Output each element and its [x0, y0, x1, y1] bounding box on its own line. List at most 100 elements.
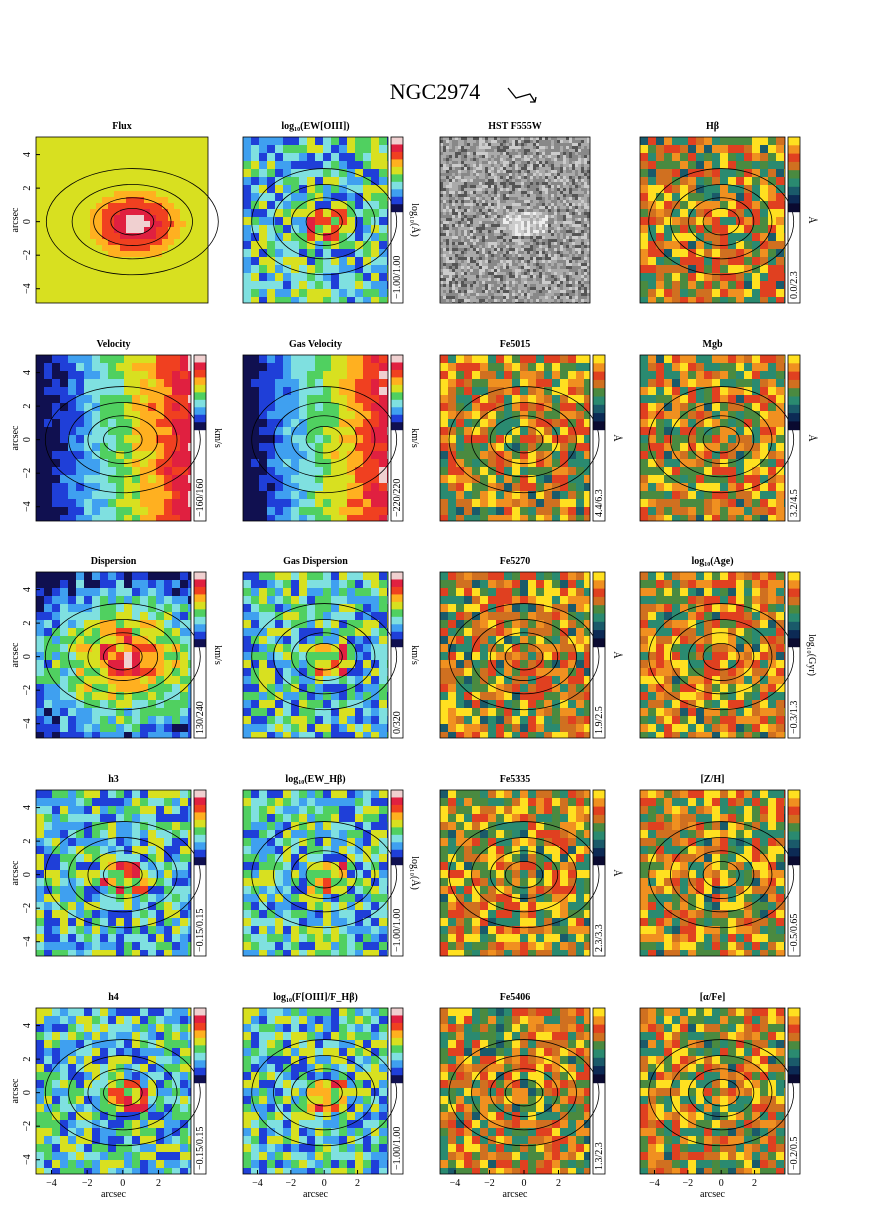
map-pixel [509, 236, 512, 239]
map-pixel [497, 200, 500, 203]
map-pixel [458, 227, 461, 230]
map-pixel [680, 289, 688, 297]
colorbar-segment [194, 407, 206, 416]
map-pixel [500, 302, 503, 303]
map-pixel [640, 265, 648, 273]
map-pixel [572, 224, 575, 227]
map-pixel [174, 293, 180, 299]
map-pixel [557, 218, 560, 221]
map-pixel [524, 272, 527, 275]
map-pixel [464, 293, 467, 296]
map-pixel [186, 173, 192, 179]
map-pixel [174, 239, 180, 245]
map-pixel [551, 302, 554, 303]
map-pixel [512, 194, 515, 197]
map-pixel [315, 193, 323, 201]
isophote [305, 207, 343, 236]
map-pixel [524, 260, 527, 263]
map-pixel [132, 215, 138, 221]
map-pixel [500, 155, 503, 158]
map-pixel [485, 143, 488, 146]
map-pixel [560, 299, 563, 302]
map-pixel [712, 265, 720, 273]
map-pixel [144, 281, 150, 287]
map-pixel [116, 507, 124, 515]
map-pixel [494, 239, 497, 242]
map-pixel [204, 215, 208, 221]
map-pixel [518, 233, 521, 236]
map-pixel [473, 221, 476, 224]
map-pixel [648, 225, 656, 233]
map-pixel [680, 297, 688, 303]
map-pixel [54, 233, 60, 239]
map-pixel [760, 217, 768, 225]
map-pixel [449, 224, 452, 227]
map-pixel [275, 137, 283, 145]
map-pixel [100, 395, 108, 403]
map-pixel [120, 215, 126, 221]
map-pixel [572, 137, 575, 140]
map-pixel [467, 260, 470, 263]
map-pixel [506, 290, 509, 293]
map-pixel [584, 164, 587, 167]
map-pixel [744, 297, 752, 303]
map-pixel [488, 191, 491, 194]
map-pixel [72, 245, 78, 251]
map-pixel [443, 149, 446, 152]
map-pixel [467, 146, 470, 149]
map-pixel [132, 257, 138, 263]
map-pixel [60, 293, 66, 299]
map-pixel [198, 185, 204, 191]
map-pixel [584, 206, 587, 209]
map-pixel [533, 137, 536, 140]
map-pixel [387, 257, 388, 265]
map-pixel [267, 273, 275, 281]
map-pixel [752, 169, 760, 177]
map-pixel [584, 137, 587, 140]
map-pixel [566, 266, 569, 269]
map-pixel [124, 467, 132, 475]
map-pixel [551, 242, 554, 245]
map-pixel [560, 236, 563, 239]
map-pixel [259, 265, 267, 273]
map-pixel [108, 403, 116, 411]
map-pixel [482, 197, 485, 200]
map-pixel [575, 242, 578, 245]
map-pixel [548, 203, 551, 206]
map-pixel [315, 209, 323, 217]
y-tick-label: 0 [22, 437, 33, 442]
map-pixel [331, 297, 339, 303]
map-pixel [566, 221, 569, 224]
map-pixel [476, 290, 479, 293]
map-pixel [116, 379, 124, 387]
map-pixel [557, 302, 560, 303]
map-pixel [581, 233, 584, 236]
map-pixel [479, 239, 482, 242]
map-pixel [162, 233, 168, 239]
map-pixel [479, 197, 482, 200]
map-pixel [515, 260, 518, 263]
map-pixel [144, 137, 150, 143]
map-pixel [494, 206, 497, 209]
colorbar-segment [788, 161, 800, 171]
map-pixel [500, 260, 503, 263]
map-pixel [720, 289, 728, 297]
map-pixel [162, 245, 168, 251]
map-pixel [736, 273, 744, 281]
map-pixel [476, 152, 479, 155]
map-pixel [461, 206, 464, 209]
map-pixel [204, 293, 208, 299]
map-pixel [530, 221, 533, 224]
map-pixel [476, 191, 479, 194]
map-pixel [575, 230, 578, 233]
map-pixel [518, 203, 521, 206]
map-pixel [452, 296, 455, 299]
map-pixel [186, 293, 192, 299]
map-pixel [497, 266, 500, 269]
map-pixel [156, 239, 162, 245]
map-pixel [530, 269, 533, 272]
map-pixel [587, 278, 590, 281]
map-pixel [584, 275, 587, 278]
map-pixel [518, 269, 521, 272]
map-pixel [664, 233, 672, 241]
